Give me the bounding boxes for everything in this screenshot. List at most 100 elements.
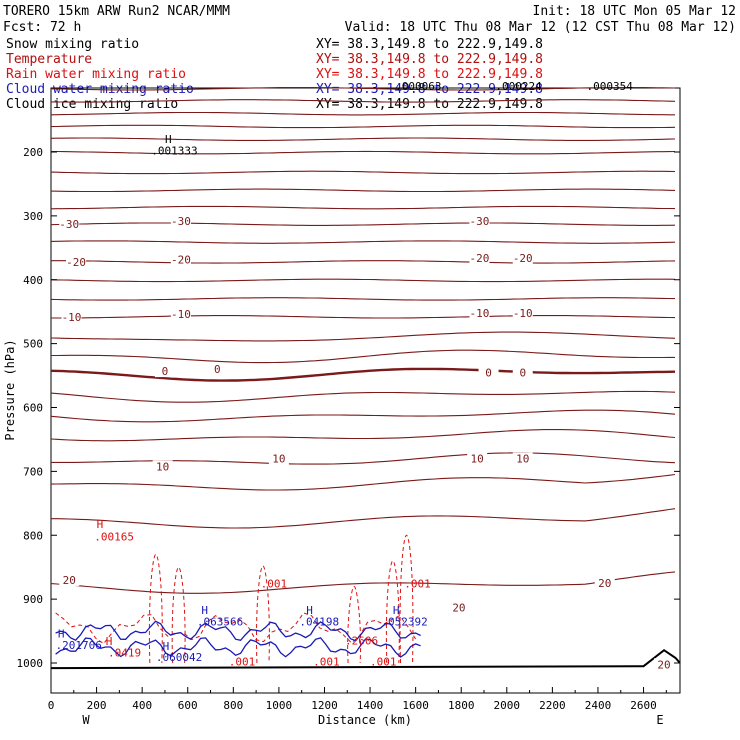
y-tick-label: 600 — [23, 402, 43, 415]
temperature-label-bg — [61, 310, 82, 323]
temperature-isotherm — [50, 240, 676, 244]
extremum-label: .2606 — [345, 634, 378, 647]
temperature-label-bg — [469, 252, 490, 265]
temperature-label-bg — [59, 218, 80, 231]
cloud-water-contour — [55, 620, 421, 642]
temperature-label-bg — [207, 363, 228, 376]
temperature-label-bg — [512, 452, 533, 465]
temperature-isotherm — [51, 315, 676, 319]
temperature-label-bg — [654, 658, 675, 671]
temperature-contour-label: 10 — [471, 453, 484, 466]
temperature-isotherm — [50, 99, 676, 103]
temperature-isotherm — [51, 260, 676, 264]
temperature-contour-label: 0 — [519, 366, 526, 379]
x-tick-label: 1200 — [311, 699, 338, 712]
temperature-label-bg — [268, 452, 289, 465]
temperature-isotherm — [50, 111, 675, 116]
temperature-contour-label: -20 — [66, 256, 86, 269]
extremum-label: .0419 — [108, 647, 141, 660]
rain-contour — [399, 534, 414, 664]
temperature-isotherm — [50, 124, 676, 129]
contour-labels: -30 -30 -30 -20 -20 -20 -20 -10 -10 -10 -10 0 0 0 0 10 1… — [56, 80, 675, 671]
y-tick-label: 800 — [23, 529, 43, 542]
x-tick-label: 1000 — [266, 699, 293, 712]
extremum-label: .00165 — [94, 530, 134, 543]
temperature-contour-label: -20 — [171, 253, 191, 266]
y-tick-label: 700 — [23, 465, 43, 478]
temperature-isotherm — [50, 409, 676, 423]
extremum-label: .063566 — [197, 615, 243, 628]
temperature-isotherms — [50, 87, 676, 594]
terrain-line — [50, 648, 681, 670]
x-tick-label: 200 — [87, 699, 107, 712]
temperature-contour-label: 10 — [272, 453, 285, 466]
terrain-line — [50, 648, 681, 670]
temperature-label-bg — [512, 252, 533, 265]
temperature-isotherm — [50, 571, 676, 594]
temperature-contour-label: 10 — [156, 460, 169, 473]
header-model-run: TORERO 15km ARW Run2 NCAR/MMM — [3, 4, 230, 19]
x-tick-label: 800 — [223, 699, 243, 712]
extremum-label: .052392 — [381, 615, 427, 628]
extremum-label: .001 — [370, 656, 397, 669]
extremum-label: .001 — [229, 656, 256, 669]
temperature-isotherm — [51, 150, 676, 155]
extremum-label: .001 — [404, 578, 431, 591]
east-direction-label: E — [656, 713, 663, 727]
temperature-isotherm — [50, 278, 676, 283]
temperature-isotherm — [50, 428, 676, 442]
y-tick-label: 900 — [23, 593, 43, 606]
temperature-contour-label: -30 — [470, 215, 490, 228]
temperature-isotherm — [50, 473, 676, 491]
x-axis-title: Distance (km) — [318, 713, 412, 727]
west-direction-label: W — [82, 713, 90, 727]
temperature-label-bg — [66, 255, 87, 268]
cloud-water-contour — [55, 637, 421, 658]
y-tick-label: 500 — [23, 338, 43, 351]
temperature-isotherm — [50, 205, 676, 210]
x-tick-label: 400 — [132, 699, 152, 712]
rain-contour — [255, 565, 270, 664]
temperature-label-bg — [469, 306, 490, 319]
temperature-isotherm — [51, 452, 676, 465]
y-tick-label: 200 — [23, 146, 43, 159]
x-tick-label: 1800 — [448, 699, 475, 712]
plot-frame — [50, 87, 681, 694]
x-tick-label: 2200 — [539, 699, 566, 712]
header-init-time: Init: 18 UTC Mon 05 Mar 12 — [533, 4, 737, 19]
temperature-contour-label: 20 — [452, 601, 465, 614]
x-tick-label: 1400 — [357, 699, 384, 712]
header-forecast-hour: Fcst: 72 h — [3, 20, 81, 35]
rain-contour — [55, 612, 417, 645]
y-tick-label: 300 — [23, 210, 43, 223]
legend-temperature-name: Temperature — [6, 52, 92, 67]
temperature-contour-label: 20 — [63, 574, 76, 587]
temperature-contour-label: 20 — [657, 658, 670, 671]
temperature-isotherm — [50, 297, 676, 301]
x-tick-label: 0 — [48, 699, 55, 712]
temperature-label-bg — [59, 573, 80, 586]
temperature-label-bg — [478, 366, 499, 379]
temperature-label-bg — [170, 253, 191, 266]
rain-contour — [385, 560, 400, 664]
extremum-label: H — [393, 604, 400, 617]
extremum-label: H — [97, 518, 104, 531]
extremum-label: .001 — [261, 578, 288, 591]
cloud-water-contours — [55, 620, 421, 658]
extremum-label: .201706 — [56, 639, 102, 652]
temperature-isotherm — [50, 367, 676, 382]
temperature-contour-label: -10 — [470, 307, 490, 320]
legend-cloudice-name: Cloud ice mixing ratio — [6, 97, 178, 112]
rain-contour — [347, 585, 362, 664]
x-tick-label: 2000 — [494, 699, 521, 712]
temperature-label-bg — [467, 452, 488, 465]
extremum-label: .001333 — [151, 145, 197, 158]
header-valid-time: Valid: 18 UTC Thu 08 Mar 12 (12 CST Thu … — [345, 20, 736, 35]
extremum-label: H — [106, 635, 113, 648]
legend: Snow mixing ratio XY= 38.3,149.8 to 222.… — [6, 37, 543, 112]
temperature-label-bg — [512, 306, 533, 319]
temperature-contour-label: -10 — [62, 311, 82, 324]
x-tick-label: 2600 — [630, 699, 657, 712]
legend-snow-name: Snow mixing ratio — [6, 37, 139, 52]
y-tick-label: 1000 — [17, 657, 44, 670]
